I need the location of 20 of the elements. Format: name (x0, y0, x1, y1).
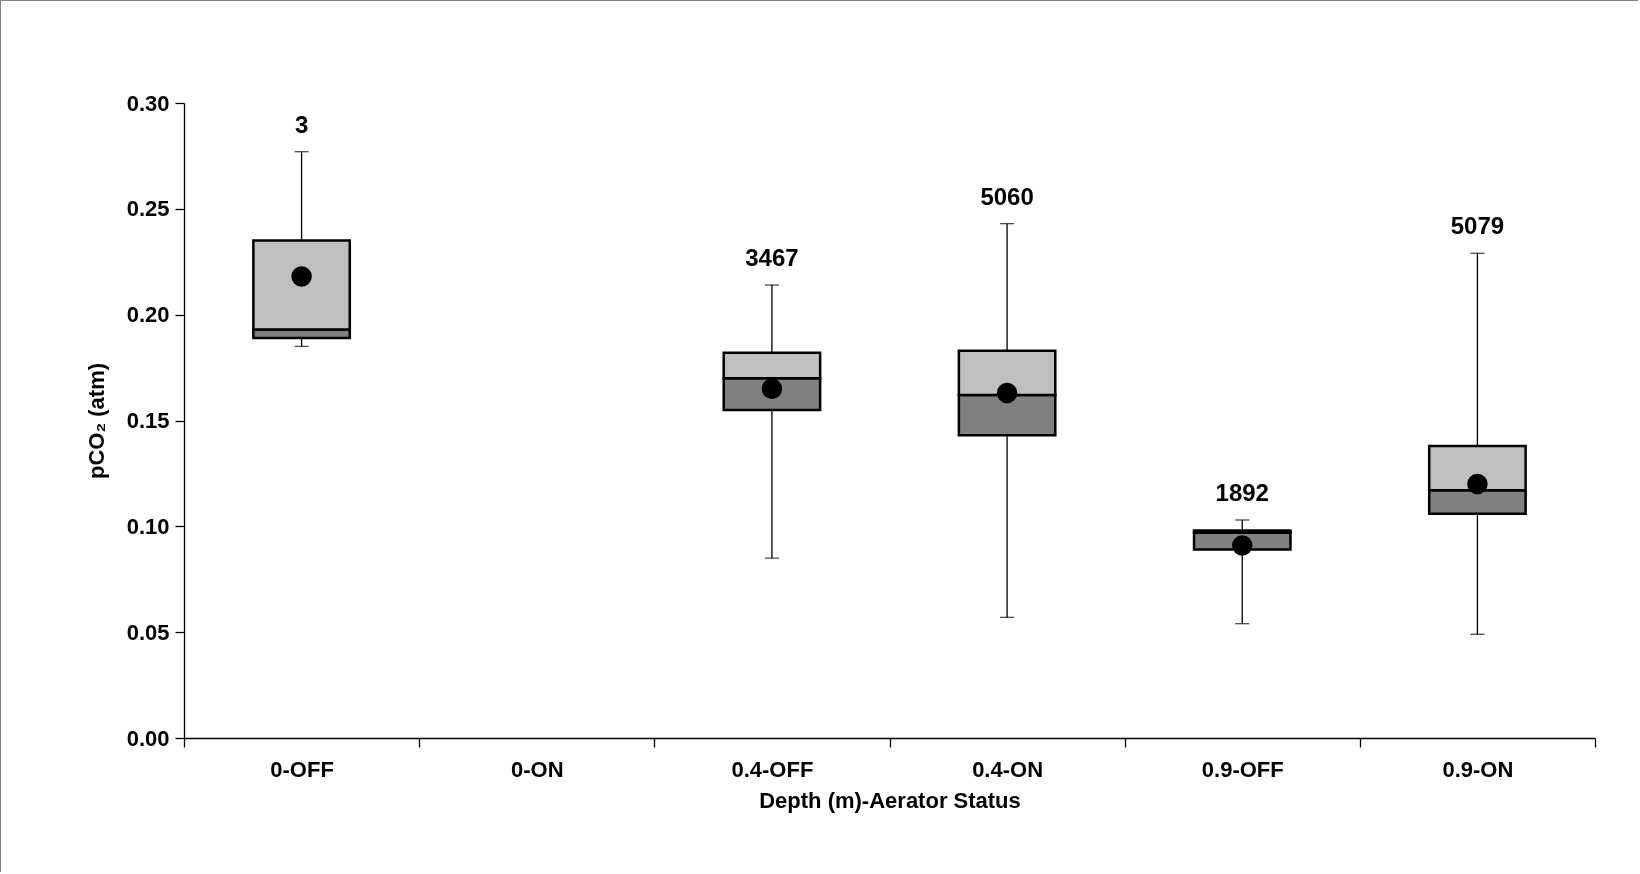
x-axis-title: Depth (m)-Aerator Status (759, 787, 1021, 813)
y-tick-label: 0.25 (126, 196, 170, 222)
y-tick-label: 0.00 (126, 725, 170, 751)
y-tick-label: 0.20 (126, 302, 170, 328)
y-tick-label: 0.30 (126, 90, 170, 116)
annotation: 5060 (980, 182, 1034, 210)
x-tick-label: 0.4-ON (972, 756, 1044, 782)
x-tick-label: 0-ON (510, 756, 564, 782)
y-tick-label: 0.05 (126, 619, 170, 645)
x-tick-label: 0.9-ON (1442, 756, 1514, 782)
y-tick-label: 0.15 (126, 408, 170, 433)
annotation: 3467 (745, 244, 799, 272)
annotation: 1892 (1215, 478, 1269, 506)
annotation: 3 (294, 110, 309, 138)
annotation: 5079 (1450, 212, 1505, 240)
y-tick-label: 0.10 (126, 513, 170, 539)
y-axis-title: pCO₂ (atm) (83, 362, 109, 480)
x-tick-label: 0-OFF (270, 756, 334, 782)
x-tick-label: 0.4-OFF (731, 756, 814, 782)
x-tick-label: 0.9-OFF (1201, 756, 1284, 782)
